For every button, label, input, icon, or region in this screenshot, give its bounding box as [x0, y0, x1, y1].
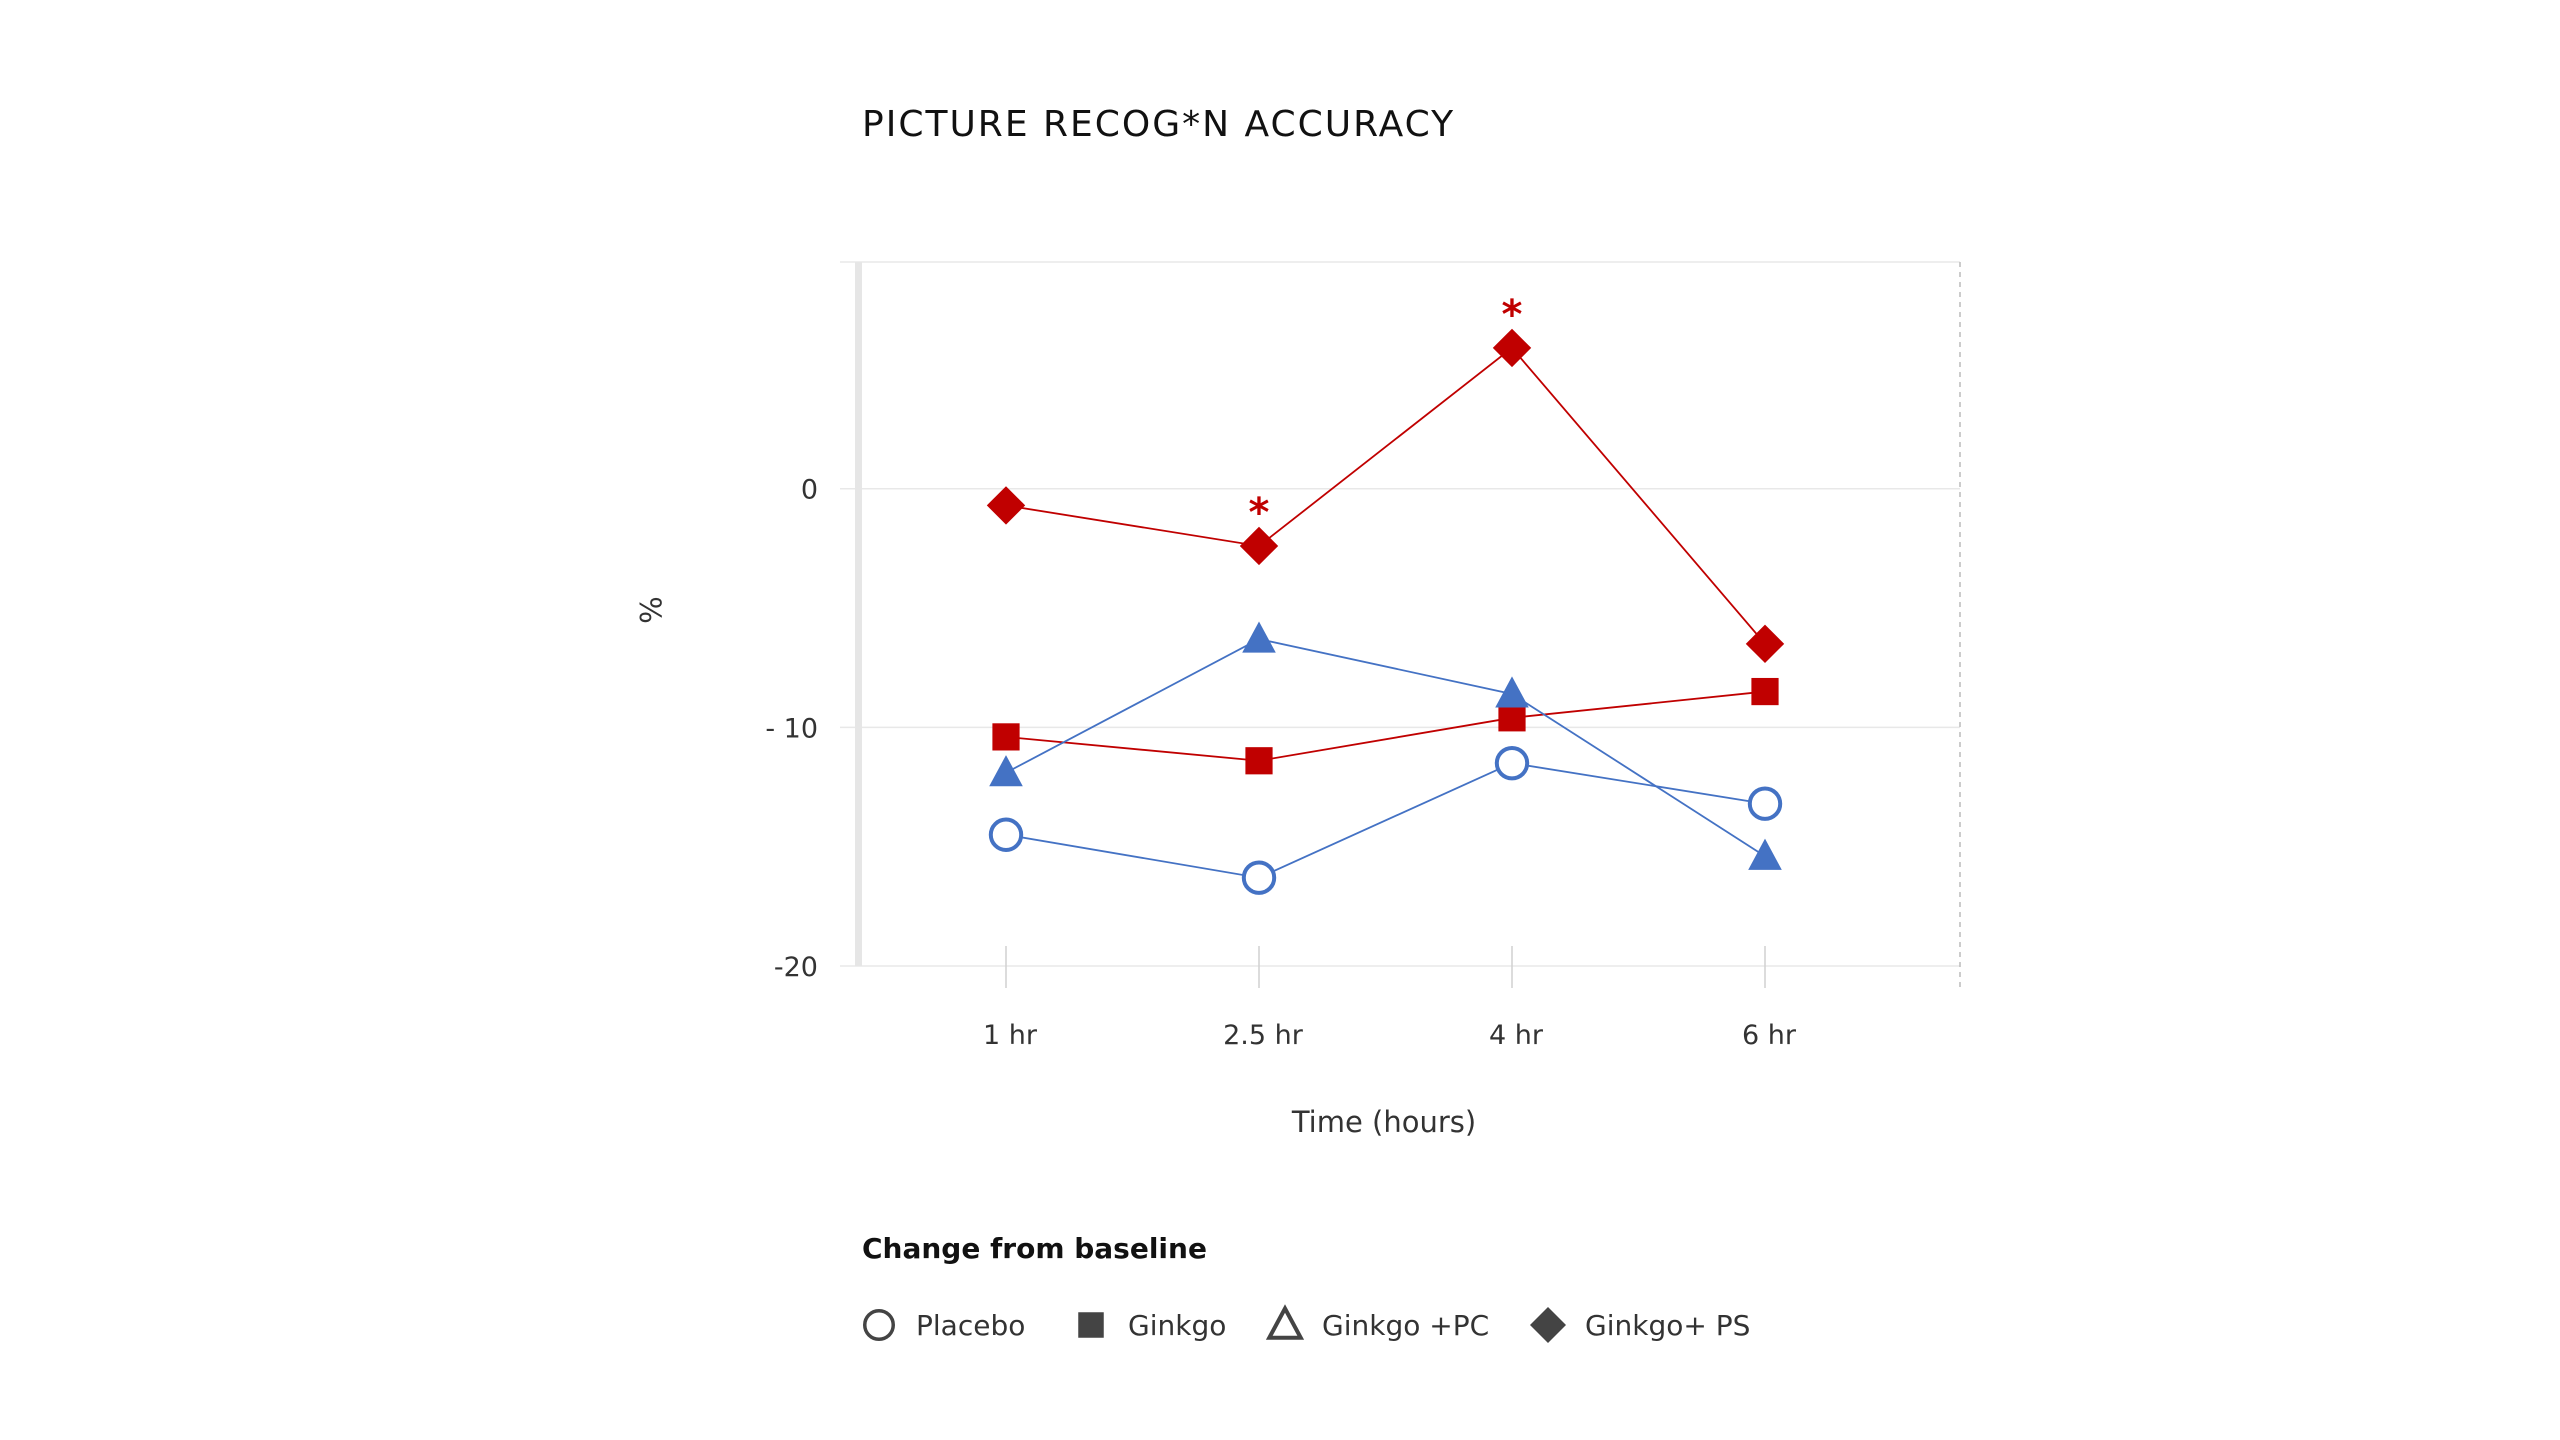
x-axis-ticks: 1 hr 2.5 hr 4 hr 6 hr [983, 946, 1797, 1051]
series-line [1005, 638, 1766, 857]
data-point [992, 723, 1020, 751]
legend-item: Placebo [863, 1309, 1025, 1342]
series-ginkgo-ps [986, 328, 1785, 664]
annotations: ** [1249, 292, 1523, 536]
data-point [988, 817, 1024, 852]
data-point [1495, 676, 1529, 708]
data-point [1245, 747, 1273, 775]
data-point [986, 486, 1026, 525]
grid [840, 261, 1960, 967]
y-axis-label: % [633, 596, 667, 624]
x-tick-label: 1 hr [983, 1020, 1038, 1051]
data-point [1751, 677, 1779, 706]
legend-circle-open-icon [863, 1309, 895, 1341]
y-tick-label: - 10 [765, 713, 818, 744]
data-point [1748, 838, 1782, 870]
y-tick-label: -20 [774, 952, 818, 983]
data-point [1241, 860, 1277, 895]
legend-label: Ginkgo+ PS [1585, 1309, 1750, 1342]
series-ginkgo-pc [989, 621, 1782, 870]
legend-title: Change from baseline [862, 1232, 1207, 1265]
legend: Placebo Ginkgo Ginkgo +PC Ginkgo+ PS [863, 1304, 1750, 1343]
data-point [1239, 526, 1279, 566]
data-point [1242, 621, 1276, 653]
legend-diamond-icon [1530, 1307, 1566, 1343]
series-line [1005, 346, 1766, 645]
data-point [1745, 624, 1785, 664]
legend-item: Ginkgo [1078, 1309, 1226, 1342]
series-line [1005, 762, 1766, 879]
data-point [1498, 704, 1526, 732]
series-ginkgo [992, 677, 1779, 775]
series-placebo [988, 745, 1783, 895]
legend-square-icon [1078, 1312, 1104, 1338]
significance-marker: * [1249, 490, 1270, 536]
y-axis-ticks: 0 - 10 -20 [765, 475, 818, 983]
data-point [989, 755, 1023, 787]
data-point [1494, 745, 1530, 781]
legend-triangle-icon [1265, 1304, 1305, 1340]
significance-marker: * [1502, 292, 1523, 338]
data-point [1747, 786, 1783, 821]
x-tick-label: 2.5 hr [1223, 1020, 1304, 1051]
series-layer [986, 328, 1785, 895]
y-tick-label: 0 [801, 475, 818, 506]
legend-item: Ginkgo +PC [1265, 1304, 1489, 1342]
chart-title: PICTURE RECOG*N ACCURACY [862, 104, 1455, 145]
y-axis-bar [855, 262, 862, 966]
x-tick-label: 6 hr [1742, 1020, 1797, 1051]
legend-item: Ginkgo+ PS [1530, 1307, 1750, 1343]
series-line [1005, 690, 1766, 762]
data-point [1492, 328, 1532, 368]
legend-label: Ginkgo +PC [1322, 1309, 1489, 1342]
legend-label: Placebo [916, 1309, 1025, 1342]
x-axis-label: Time (hours) [1291, 1105, 1476, 1139]
legend-label: Ginkgo [1128, 1309, 1226, 1342]
x-tick-label: 4 hr [1489, 1020, 1544, 1051]
